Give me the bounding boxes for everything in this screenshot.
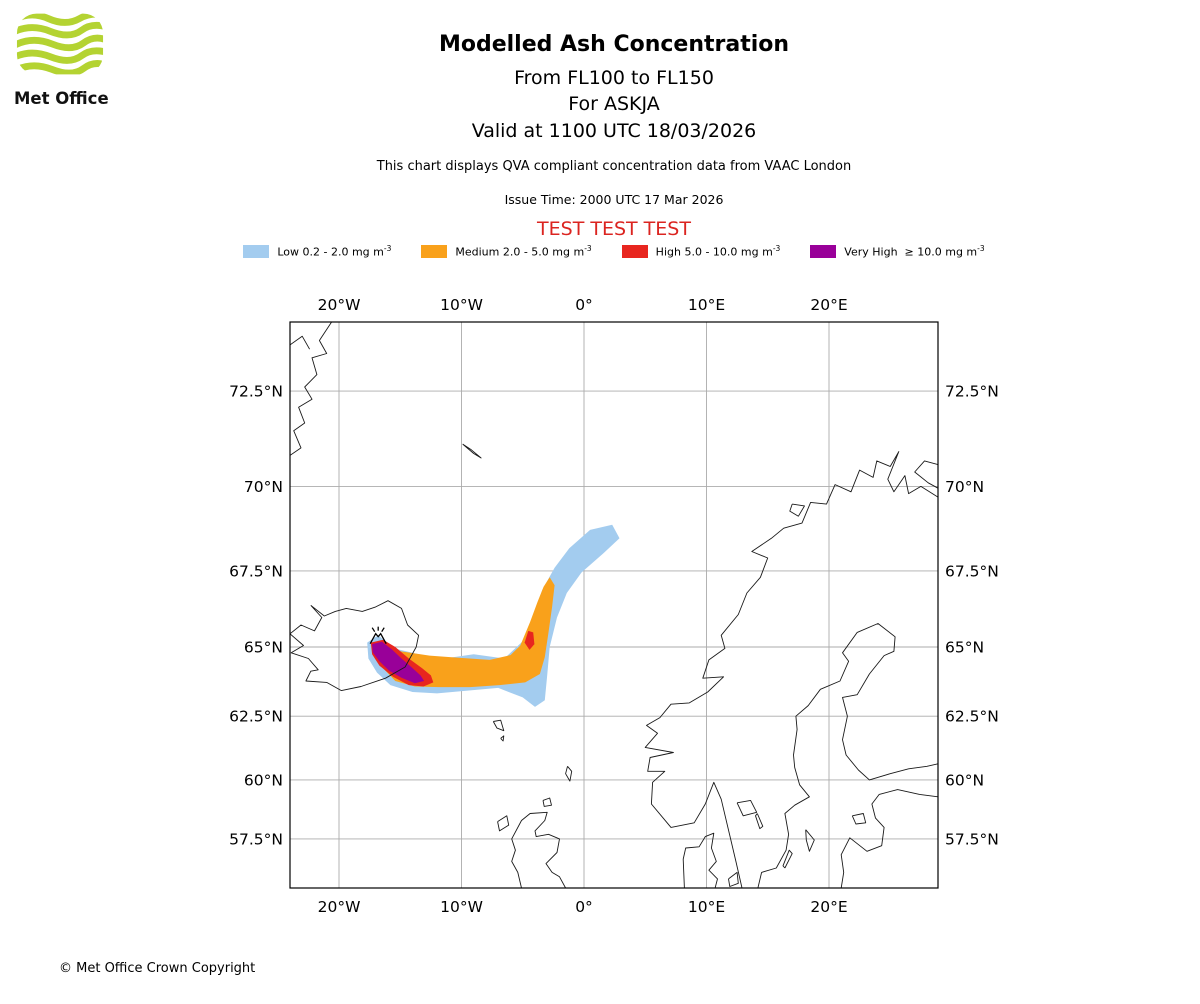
lon-tick-top: 20°E xyxy=(810,296,847,314)
legend-swatch-high xyxy=(621,244,648,258)
lat-tick-left: 65°N xyxy=(244,639,283,657)
lat-tick-left: 60°N xyxy=(244,771,283,789)
subtitle-valid-time: Valid at 1100 UTC 18/03/2026 xyxy=(471,120,757,142)
lat-tick-left: 57.5°N xyxy=(229,830,283,848)
lon-tick-bottom: 20°E xyxy=(810,898,847,916)
legend-swatch-medium xyxy=(421,244,448,258)
lat-tick-right: 65°N xyxy=(945,639,984,657)
map-border xyxy=(289,321,939,889)
legend-label-medium: Medium 2.0 - 5.0 mg m-3 xyxy=(455,244,592,259)
legend-item-medium: Medium 2.0 - 5.0 mg m-3 xyxy=(421,244,592,259)
issue-time: Issue Time: 2000 UTC 17 Mar 2026 xyxy=(504,192,724,207)
legend-item-low: Low 0.2 - 2.0 mg m-3 xyxy=(243,244,391,259)
legend-label-low: Low 0.2 - 2.0 mg m-3 xyxy=(277,244,392,259)
subtitle-flight-levels: From FL100 to FL150 xyxy=(514,67,714,89)
test-banner: TEST TEST TEST xyxy=(537,218,691,240)
lat-tick-right: 70°N xyxy=(945,478,984,496)
lon-tick-top: 10°E xyxy=(688,296,725,314)
subtitle-volcano: For ASKJA xyxy=(568,93,660,115)
legend-swatch-very-high xyxy=(810,244,837,258)
ash-layers xyxy=(367,524,620,707)
met-office-logo xyxy=(16,13,104,75)
lat-tick-left: 62.5°N xyxy=(229,708,283,726)
lat-tick-right: 67.5°N xyxy=(945,562,999,580)
legend-item-high: High 5.0 - 10.0 mg m-3 xyxy=(621,244,781,259)
copyright-notice: © Met Office Crown Copyright xyxy=(59,961,256,976)
volcano-icon xyxy=(369,626,387,644)
lat-tick-right: 72.5°N xyxy=(945,383,999,401)
legend: Low 0.2 - 2.0 mg m-3 Medium 2.0 - 5.0 mg … xyxy=(14,244,1200,259)
lat-tick-left: 67.5°N xyxy=(229,562,283,580)
coastlines xyxy=(290,322,938,888)
chart-description: This chart displays QVA compliant concen… xyxy=(376,159,852,174)
ash-layer-very-high xyxy=(372,641,425,684)
lon-tick-bottom: 10°W xyxy=(440,898,483,916)
lon-tick-top: 10°W xyxy=(440,296,483,314)
lon-tick-top: 20°W xyxy=(318,296,361,314)
legend-label-very-high: Very High ≥ 10.0 mg m-3 xyxy=(844,244,985,259)
lat-tick-right: 60°N xyxy=(945,771,984,789)
lon-tick-top: 0° xyxy=(575,296,593,314)
legend-swatch-low xyxy=(243,244,270,258)
logo-wordmark: Met Office xyxy=(14,89,109,108)
axis-labels: 20°W 20°W 10°W 10°W 0° 0° 10°E 10°E 20°E 20°E 72.5… xyxy=(229,296,999,916)
legend-label-high: High 5.0 - 10.0 mg m-3 xyxy=(655,244,781,259)
legend-item-very-high: Very High ≥ 10.0 mg m-3 xyxy=(810,244,985,259)
grid-lines xyxy=(290,322,938,888)
page-title: Modelled Ash Concentration xyxy=(438,32,790,57)
lat-tick-right: 62.5°N xyxy=(945,708,999,726)
ash-layer-medium xyxy=(375,577,555,688)
lat-tick-left: 70°N xyxy=(244,478,283,496)
lat-tick-right: 57.5°N xyxy=(945,830,999,848)
lon-tick-bottom: 10°E xyxy=(688,898,725,916)
lat-tick-left: 72.5°N xyxy=(229,383,283,401)
lon-tick-bottom: 0° xyxy=(575,898,593,916)
lon-tick-bottom: 20°W xyxy=(318,898,361,916)
